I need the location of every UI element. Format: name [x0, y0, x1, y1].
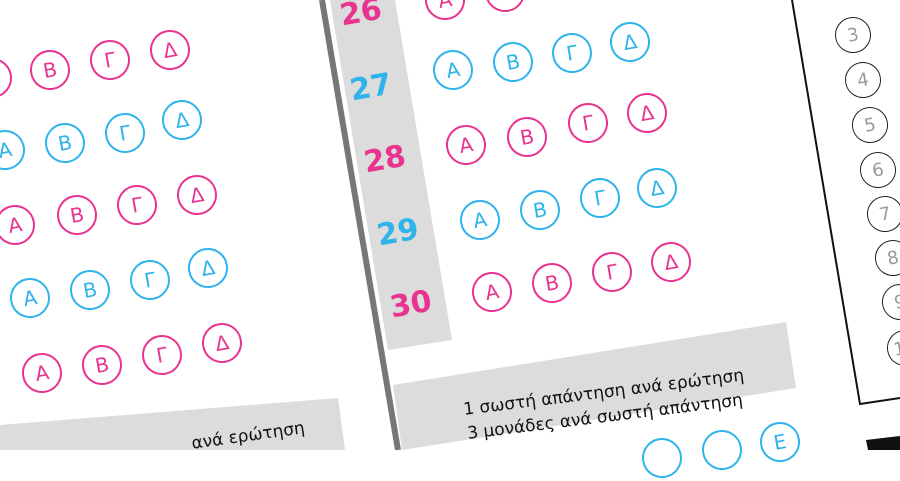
page-shapes [0, 0, 900, 450]
middle-instruction-box [393, 322, 796, 450]
question-number: 29 [374, 211, 422, 254]
black-bar [866, 436, 900, 450]
question-number: 30 [387, 283, 435, 326]
question-number: 28 [361, 138, 409, 181]
number-column [330, 0, 452, 350]
right-answer-box [791, 0, 900, 406]
left-instruction-box [0, 398, 345, 450]
question-number: 27 [347, 66, 395, 109]
page-spine [319, 0, 401, 450]
